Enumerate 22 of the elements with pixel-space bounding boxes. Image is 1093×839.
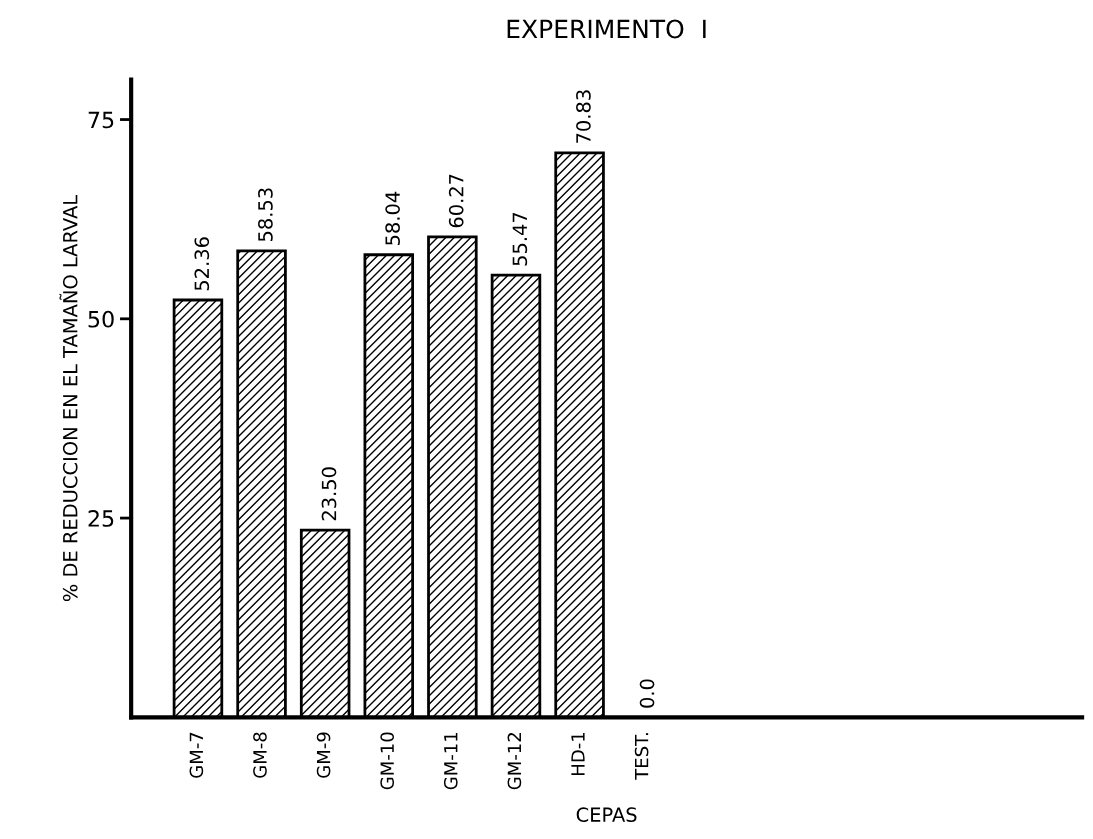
x-tick-label: HD-1 xyxy=(571,732,585,775)
x-tick-label: TEST. xyxy=(634,733,649,780)
x-tick-label: GM-7 xyxy=(189,732,204,778)
y-axis-title: % DE REDUCCION EN EL TAMAÑO LARVAL xyxy=(59,194,78,602)
y-tick-label: 50 xyxy=(88,310,114,328)
data-label: 58.53 xyxy=(258,188,273,241)
x-tick-label: GM-8 xyxy=(253,732,267,778)
chart-title: EXPERIMENTO I xyxy=(507,19,706,39)
x-tick-label: GM-12 xyxy=(507,733,522,790)
x-tick-label: GM-9 xyxy=(316,732,331,778)
y-tick-label: 25 xyxy=(88,510,114,527)
data-label: 70.83 xyxy=(576,90,591,143)
data-label: 55.47 xyxy=(512,212,528,266)
data-label: 23.50 xyxy=(321,467,337,521)
data-label: 52.36 xyxy=(194,237,210,291)
x-tick-label: GM-11 xyxy=(443,732,458,790)
x-tick-label: GM-10 xyxy=(380,732,394,790)
x-axis-title: CEPAS xyxy=(576,807,637,823)
data-label: 60.27 xyxy=(448,174,464,228)
y-tick-label: 75 xyxy=(88,111,114,129)
data-label: 0.0 xyxy=(639,679,655,708)
data-label: 58.04 xyxy=(385,191,400,245)
